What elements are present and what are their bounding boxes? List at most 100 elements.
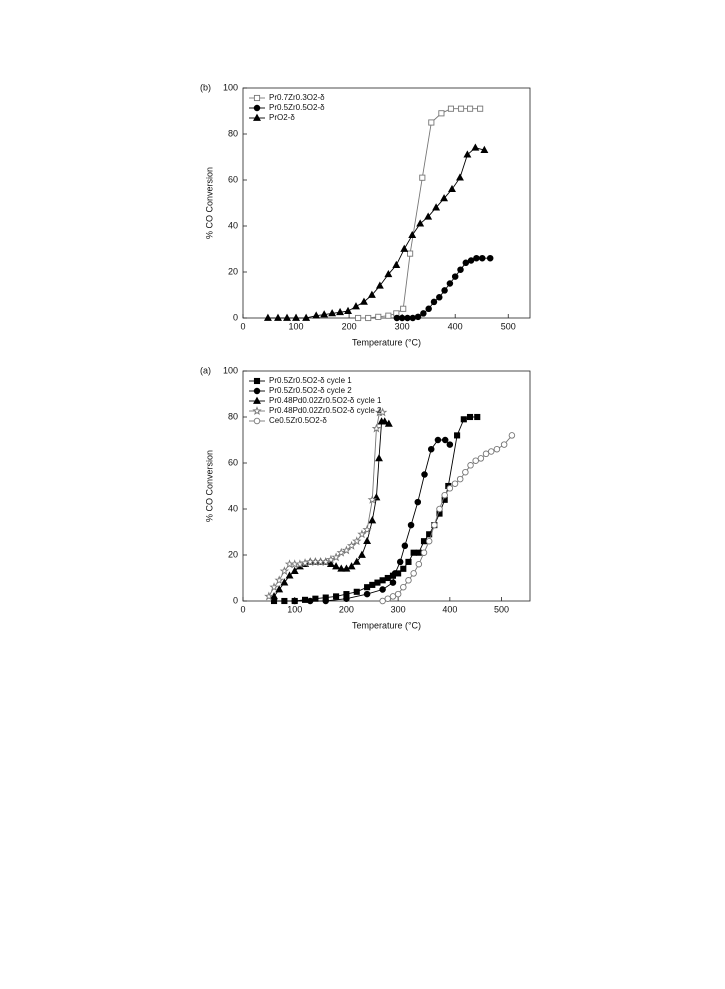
marker	[283, 313, 291, 321]
marker	[446, 441, 454, 448]
y-tick-label: 60	[228, 174, 238, 184]
marker	[389, 593, 397, 600]
x-axis-label: Temperature (°C)	[352, 620, 421, 630]
marker	[274, 575, 284, 585]
marker	[275, 585, 284, 593]
marker	[487, 448, 495, 455]
marker	[357, 550, 366, 558]
marker	[420, 538, 428, 545]
marker	[446, 280, 454, 287]
marker	[420, 549, 428, 556]
marker	[363, 590, 371, 598]
marker	[425, 537, 433, 545]
series-line	[273, 421, 390, 597]
marker	[269, 582, 279, 592]
marker	[440, 194, 449, 202]
marker	[291, 597, 298, 605]
marker	[380, 417, 389, 425]
marker	[493, 445, 501, 453]
marker	[270, 592, 278, 600]
x-tick-label: 300	[391, 604, 406, 614]
marker	[337, 564, 346, 572]
marker	[474, 413, 481, 421]
marker	[302, 596, 309, 603]
marker	[264, 591, 274, 601]
marker	[477, 455, 485, 462]
marker	[394, 590, 402, 598]
series-line	[267, 147, 485, 319]
marker	[407, 250, 414, 257]
marker	[379, 577, 386, 584]
marker	[467, 105, 474, 112]
marker	[416, 219, 425, 227]
legend-label: Pr0.48Pd0.02Zr0.5O2-δ cycle 2	[269, 406, 382, 415]
marker	[441, 491, 448, 499]
x-tick-label: 200	[342, 321, 357, 331]
y-tick-label: 60	[228, 457, 238, 467]
y-tick-label: 40	[228, 503, 238, 513]
marker	[398, 314, 406, 322]
marker	[274, 313, 282, 321]
marker	[419, 174, 426, 181]
legend-label: Pr0.5Zr0.5O2-δ	[269, 103, 325, 112]
marker	[467, 462, 474, 469]
marker	[326, 554, 336, 564]
marker	[379, 586, 386, 593]
marker	[467, 257, 475, 264]
marker	[396, 558, 404, 566]
marker	[312, 595, 319, 602]
legend-label: Pr0.5Zr0.5O2-δ cycle 2	[269, 386, 352, 395]
marker	[462, 259, 470, 267]
x-tick-label: 0	[240, 321, 245, 331]
marker	[384, 595, 392, 602]
x-tick-label: 400	[448, 321, 463, 331]
marker	[508, 432, 516, 439]
marker	[409, 314, 417, 322]
marker	[420, 310, 427, 317]
marker	[447, 105, 455, 112]
marker	[352, 536, 362, 546]
legend-marker	[253, 377, 261, 385]
marker	[377, 407, 388, 417]
legend-marker	[253, 417, 261, 425]
marker	[375, 313, 382, 320]
marker	[441, 436, 449, 444]
y-tick-label: 20	[228, 549, 238, 559]
marker	[436, 505, 443, 513]
series-line	[358, 108, 481, 319]
plot-frame	[242, 87, 531, 319]
marker	[321, 556, 331, 566]
x-tick-label: 300	[395, 321, 410, 331]
marker	[359, 297, 368, 305]
marker	[405, 577, 412, 584]
marker	[302, 313, 311, 321]
x-tick-label: 500	[494, 604, 509, 614]
marker	[400, 565, 407, 572]
marker	[342, 564, 351, 572]
y-tick-label: 20	[228, 266, 238, 276]
marker	[414, 498, 422, 506]
marker	[462, 468, 469, 476]
x-tick-label: 500	[501, 321, 516, 331]
marker	[290, 566, 299, 574]
marker	[408, 230, 417, 239]
marker	[392, 260, 401, 268]
x-tick-label: 400	[442, 604, 457, 614]
marker	[385, 312, 392, 319]
marker	[285, 571, 294, 579]
marker	[463, 150, 472, 158]
legend-label: PrO2-δ	[269, 113, 295, 122]
x-tick-label: 0	[240, 604, 245, 614]
marker	[352, 302, 360, 310]
legend-label: Pr0.7Zr0.3O2-δ	[269, 93, 325, 102]
marker	[263, 313, 272, 321]
marker	[451, 480, 459, 487]
legend-marker	[253, 387, 261, 395]
marker	[432, 203, 441, 211]
marker	[326, 559, 335, 568]
marker	[400, 244, 409, 252]
marker	[451, 273, 459, 280]
y-tick-label: 0	[233, 595, 238, 605]
y-tick-label: 100	[223, 82, 238, 92]
marker	[292, 313, 301, 321]
